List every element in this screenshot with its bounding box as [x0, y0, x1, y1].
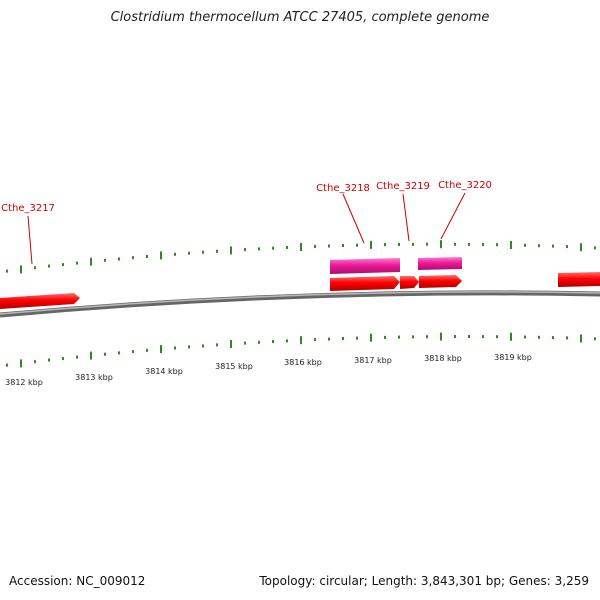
scale-label-3812: 3812 kbp: [5, 378, 43, 387]
scale-label-3814: 3814 kbp: [145, 367, 183, 376]
gene-feature-cthe-3219[interactable]: [400, 276, 419, 289]
gene-label-cthe-3220[interactable]: Cthe_3220: [438, 180, 492, 191]
gene-label-cthe-3218[interactable]: Cthe_3218: [316, 183, 370, 194]
map-title: Clostridium thermocellum ATCC 27405, com…: [110, 10, 490, 25]
leader-line-cthe-3217: [27, 215, 33, 265]
gene-label-cthe-3217[interactable]: Cthe_3217: [1, 203, 55, 214]
gene-feature-cthe-3217[interactable]: [0, 293, 80, 309]
leader-line-cthe-3219: [402, 193, 410, 242]
cds-feature-cthe-3218[interactable]: [330, 258, 400, 274]
scale-label-3816: 3816 kbp: [284, 358, 322, 367]
cds-feature-cthe-3220[interactable]: [418, 257, 462, 270]
gene-feature-right[interactable]: [558, 272, 600, 287]
genome-backbone: [0, 290, 600, 318]
scale-label-3818: 3818 kbp: [424, 354, 462, 363]
inner-scale-ticks: [6, 332, 596, 368]
scale-label-3813: 3813 kbp: [75, 373, 113, 382]
outer-scale-ticks: [6, 240, 596, 274]
genome-summary-label: Topology: circular; Length: 3,843,301 bp…: [259, 574, 589, 588]
gene-feature-cthe-3218[interactable]: [330, 276, 400, 291]
scale-label-3815: 3815 kbp: [215, 362, 253, 371]
gene-feature-cthe-3220[interactable]: [419, 275, 462, 288]
accession-label: Accession: NC_009012: [9, 574, 146, 588]
gene-label-cthe-3219[interactable]: Cthe_3219: [376, 181, 430, 192]
genome-backbone-highlight: [0, 291, 600, 315]
scale-label-3817: 3817 kbp: [354, 356, 392, 365]
leader-line-cthe-3218: [342, 193, 365, 244]
leader-line-cthe-3220: [440, 192, 466, 240]
scale-label-3819: 3819 kbp: [494, 353, 532, 362]
